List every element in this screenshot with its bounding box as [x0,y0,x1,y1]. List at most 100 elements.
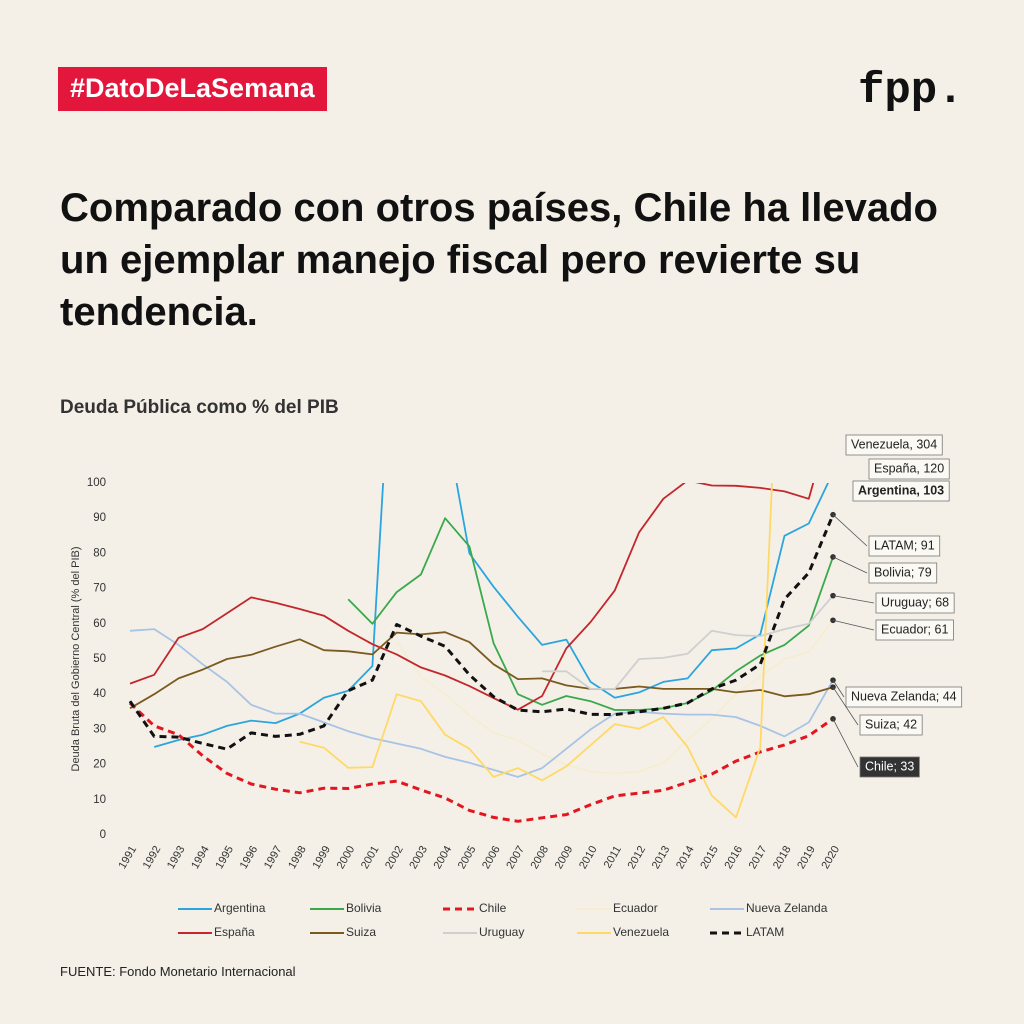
series-line [128,514,835,751]
x-tick-label: 2000 [335,844,358,871]
headline: Comparado con otros países, Chile ha lle… [60,186,938,334]
x-tick-label: 2017 [747,844,770,871]
label-box [845,686,963,708]
y-tick-label: 60 [93,618,106,630]
source: FUENTE: Fondo Monetario Internacional [60,964,296,979]
leader-line [832,679,845,698]
end-label-text: Bolivia; 79 [874,565,932,579]
end-label: Venezuela, 304 [845,434,943,456]
label-box [875,592,955,614]
label-box [852,480,950,502]
end-label: España, 120 [868,458,950,480]
end-label-text: Suiza; 42 [865,717,917,731]
label-box [868,562,938,584]
x-tick-label: 1996 [238,844,261,871]
x-tick-label: 2006 [480,844,503,871]
y-tick-label: 50 [93,653,106,665]
series-line [129,631,834,710]
legend-label: Argentina [214,901,266,915]
legend-label: Ecuador [613,901,658,915]
x-tick-label: 1992 [141,844,164,871]
x-tick-label: 2005 [456,844,479,871]
x-tick-label: 2010 [577,844,600,871]
x-tick-label: 1995 [213,844,236,871]
x-tick-label: 2001 [359,844,382,871]
leader-line [832,619,875,631]
logo: fpp. [858,66,964,116]
x-tick-label: 2014 [674,844,697,871]
y-tick-label: 20 [93,759,106,771]
legend-label: Uruguay [479,925,524,939]
label-box [868,458,950,480]
legend-label: Nueva Zelanda [746,901,828,915]
x-tick-label: 2020 [819,844,842,871]
legend-label: Suiza [346,925,376,939]
series-line [153,483,829,748]
x-tick-label: 2008 [529,844,552,871]
end-label-text: Ecuador; 61 [881,622,948,636]
y-tick-label: 40 [93,688,106,700]
label-box [875,619,954,641]
series-line [129,628,834,778]
leader-line [832,556,868,574]
x-tick-label: 2013 [650,844,673,871]
x-tick-label: 1993 [165,844,188,871]
leader-line [832,514,868,547]
end-label-text: Chile; 33 [865,759,914,773]
end-label-text: Argentina, 103 [858,483,944,497]
end-label: Ecuador; 61 [830,617,954,641]
x-tick-label: 1994 [189,844,212,871]
legend-label: España [214,925,255,939]
x-tick-label: 2011 [602,844,624,870]
end-label: Nueva Zelanda; 44 [830,677,963,708]
x-tick-label: 1998 [286,844,309,871]
x-tick-label: 2009 [553,844,576,871]
end-label: Chile; 33 [830,716,920,778]
x-tick-label: 2018 [771,844,794,871]
series-line [542,595,834,690]
chart-title: Deuda Pública como % del PIB [60,397,339,418]
legend-label: LATAM [746,925,784,939]
x-tick-label: 2002 [383,844,406,871]
legend-label: Chile [479,901,507,915]
x-tick-label: 2012 [626,844,649,871]
end-label: LATAM; 91 [830,511,941,557]
y-tick-label: 90 [93,512,106,524]
x-tick-label: 1999 [310,844,333,871]
y-tick-label: 0 [100,829,106,841]
x-tick-label: 1997 [262,844,285,871]
series-line [128,701,834,823]
end-label: Bolivia; 79 [830,554,938,584]
end-label-text: LATAM; 91 [874,538,935,552]
label-box [859,714,923,736]
x-tick-label: 2004 [432,844,455,871]
legend-label: Venezuela [613,925,669,939]
label-box [859,756,920,778]
x-tick-label: 2007 [504,844,527,871]
y-tick-label: 80 [93,547,106,559]
x-tick-label: 1991 [116,844,139,871]
series-line [299,483,773,819]
label-box [845,434,943,456]
end-label: Argentina, 103 [852,480,950,502]
end-label: Uruguay; 68 [830,592,955,614]
x-tick-label: 2015 [698,844,721,871]
y-tick-label: 100 [87,477,106,489]
leader-line [832,718,859,768]
end-label-text: España, 120 [874,461,944,475]
leader-line [832,595,875,604]
series-line [347,517,834,711]
leader-line [832,686,859,726]
y-tick-label: 70 [93,583,106,595]
series-line [395,619,834,775]
y-tick-label: 10 [93,794,106,806]
end-label-text: Venezuela, 304 [851,437,937,451]
legend-label: Bolivia [346,901,382,915]
end-label-text: Uruguay; 68 [881,595,949,609]
series-line [129,483,815,711]
x-tick-label: 2016 [723,844,746,871]
plot-area [128,483,835,823]
x-tick-label: 2019 [795,844,818,871]
